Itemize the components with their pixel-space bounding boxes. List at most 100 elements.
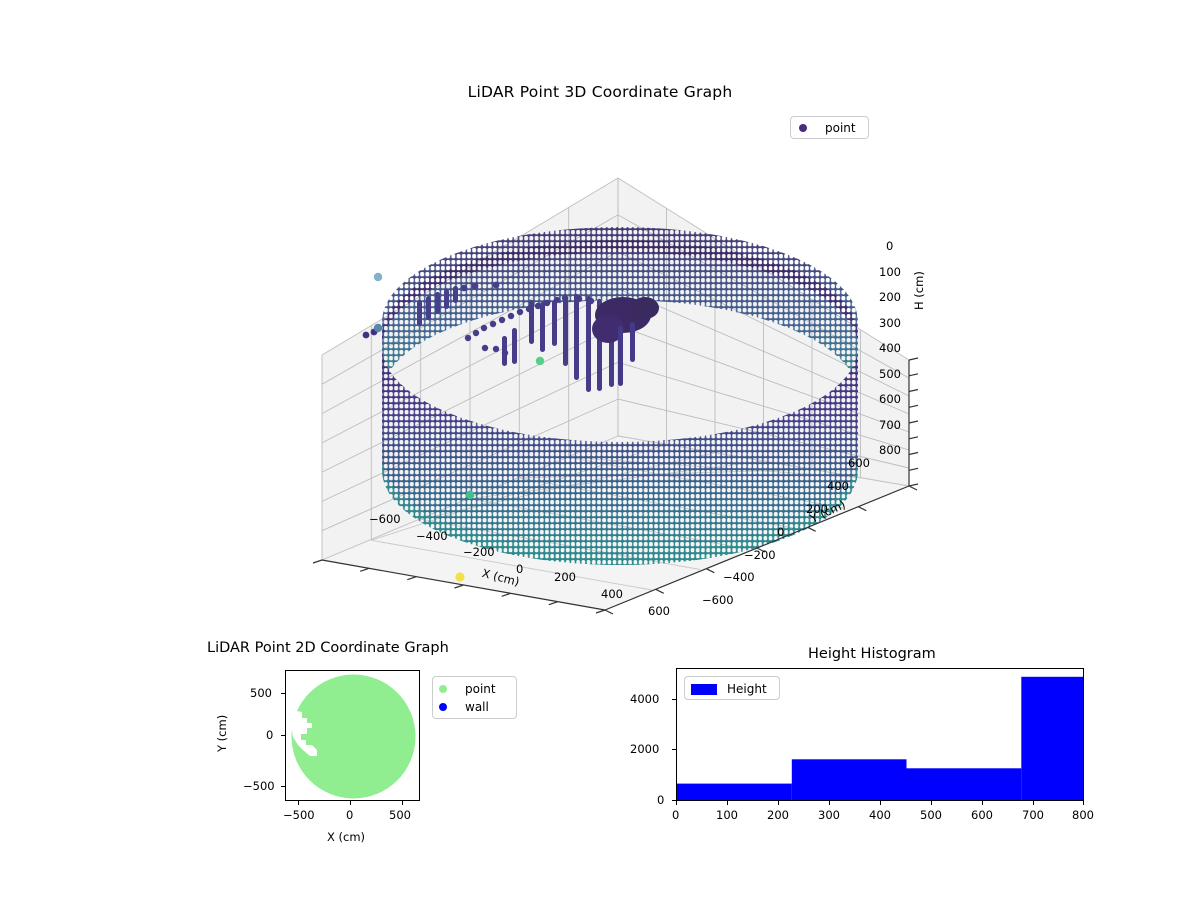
legend-item-point: point (791, 117, 868, 137)
plot2d-xtickmark-0 (298, 801, 299, 805)
histogram-legend: Height (684, 676, 780, 700)
point-disc (291, 674, 416, 799)
histogram-xtickmark-5 (931, 801, 932, 805)
histogram-xtick-2: 200 (767, 808, 789, 822)
histogram-xtick-8: 800 (1072, 808, 1094, 822)
legend-item-wall: wall (433, 698, 516, 716)
plot3d-ytick-3: 0 (777, 525, 785, 539)
histogram-xtickmark-1 (727, 801, 728, 805)
plot3d-ytick-2: −200 (744, 548, 776, 562)
histogram-ytick-0: 0 (657, 793, 665, 807)
plot3d-ytick-6: 600 (848, 456, 870, 470)
histogram-canvas (677, 676, 1083, 800)
histogram-axes (676, 668, 1084, 801)
legend-label: point (465, 682, 496, 696)
plot3d-axes (300, 140, 940, 630)
outlier-point-mid-left (373, 323, 383, 333)
plot3d-ztick-3: 300 (879, 316, 901, 330)
plot3d-canvas (312, 177, 919, 615)
plot2d-xtickmark-2 (402, 801, 403, 805)
plot3d-ztick-7: 700 (879, 418, 901, 432)
plot3d-ytick-4: 200 (806, 502, 828, 516)
plot2d-axes (285, 670, 420, 801)
plot2d-xtick-1: 0 (346, 808, 354, 822)
histogram-xtick-0: 0 (672, 808, 680, 822)
plot2d-canvas (291, 674, 416, 799)
plot3d-xtick-4: 200 (554, 570, 576, 584)
histogram-xtickmark-7 (1033, 801, 1034, 805)
histogram-bar-1 (791, 759, 907, 800)
histogram-xtickmark-0 (676, 801, 677, 805)
histogram-ytickmark-0 (672, 800, 676, 801)
plot3d-ztick-0: 0 (886, 239, 894, 253)
histogram-xtick-3: 300 (818, 808, 840, 822)
plot3d-ytick-5: 400 (827, 479, 849, 493)
histogram-bar-0 (677, 783, 792, 800)
legend-label: wall (465, 700, 489, 714)
plot3d-ztick-5: 500 (879, 367, 901, 381)
legend-item-height: Height (685, 677, 779, 698)
wall-marker-icon (439, 703, 447, 711)
histogram-xtick-1: 100 (716, 808, 738, 822)
plot3d-ztick-8: 800 (879, 443, 901, 457)
plot2d-xtick-2: 500 (389, 808, 411, 822)
interior-cluster (464, 294, 659, 392)
plot3d-ztick-4: 400 (879, 341, 901, 355)
outlier-point-upper-left (373, 272, 383, 282)
height-swatch-icon (691, 683, 717, 695)
plot3d-ytick-0: −600 (702, 593, 734, 607)
plot3d-xtick-5: 400 (601, 587, 623, 601)
plot3d-xtick-3: 0 (516, 562, 524, 576)
axis-ticks (312, 357, 919, 615)
plot3d-ztick-6: 600 (879, 392, 901, 406)
histogram-bar-3 (1021, 676, 1083, 800)
legend-label: point (825, 121, 856, 135)
plot2d-ytick-0: 500 (250, 686, 272, 700)
histogram-bar-2 (906, 768, 1022, 800)
legend-label: Height (727, 682, 767, 696)
outlier-point-lower-center (465, 490, 475, 500)
histogram-ytick-1: 2000 (630, 742, 660, 756)
histogram-ytickmark-1 (672, 749, 676, 750)
outlier-point-yellow (455, 572, 465, 582)
point-marker-icon (439, 685, 447, 693)
plot2d-xlabel: X (cm) (327, 830, 366, 844)
plot2d-xtickmark-1 (350, 801, 351, 805)
plot3d-title: LiDAR Point 3D Coordinate Graph (467, 83, 733, 101)
plot3d-legend: point (790, 116, 869, 139)
legend-item-point: point (433, 677, 516, 698)
plot2d-title: LiDAR Point 2D Coordinate Graph (207, 640, 449, 656)
point-cloud-3d (362, 227, 858, 582)
histogram-title: Height Histogram (808, 646, 936, 662)
histogram-xtickmark-2 (778, 801, 779, 805)
histogram-ytick-2: 4000 (630, 692, 660, 706)
plot2d-legend: point wall (432, 676, 517, 719)
doorway-points (362, 281, 500, 339)
plot3d-xtick-2: −200 (463, 545, 495, 559)
outlier-point-interior (535, 356, 545, 366)
histogram-ytickmark-2 (672, 699, 676, 700)
plot2d-xtick-0: −500 (283, 808, 315, 822)
histogram-xtickmark-6 (982, 801, 983, 805)
plot3d-xtick-6: 600 (648, 604, 670, 618)
histogram-xtickmark-8 (1083, 801, 1084, 805)
plot3d-ztick-1: 100 (879, 265, 901, 279)
histogram-xtick-7: 700 (1022, 808, 1044, 822)
histogram-xtick-4: 400 (869, 808, 891, 822)
plot2d-ytickmark-1 (281, 735, 285, 736)
histogram-xtick-5: 500 (920, 808, 942, 822)
histogram-xtickmark-3 (829, 801, 830, 805)
point-marker-icon (799, 124, 807, 132)
plot2d-ytick-1: 0 (266, 728, 274, 742)
histogram-xtickmark-4 (880, 801, 881, 805)
plot2d-ytickmark-0 (281, 693, 285, 694)
cylinder-wall (382, 347, 858, 565)
histogram-bars (677, 676, 1083, 800)
plot3d-zlabel: H (cm) (912, 271, 926, 310)
plot3d-xtick-1: −400 (416, 529, 448, 543)
plot2d-ytick-2: −500 (243, 779, 275, 793)
plot2d-ytickmark-2 (281, 786, 285, 787)
plot2d-ylabel: Y (cm) (215, 714, 229, 752)
plot3d-ztick-2: 200 (879, 290, 901, 304)
